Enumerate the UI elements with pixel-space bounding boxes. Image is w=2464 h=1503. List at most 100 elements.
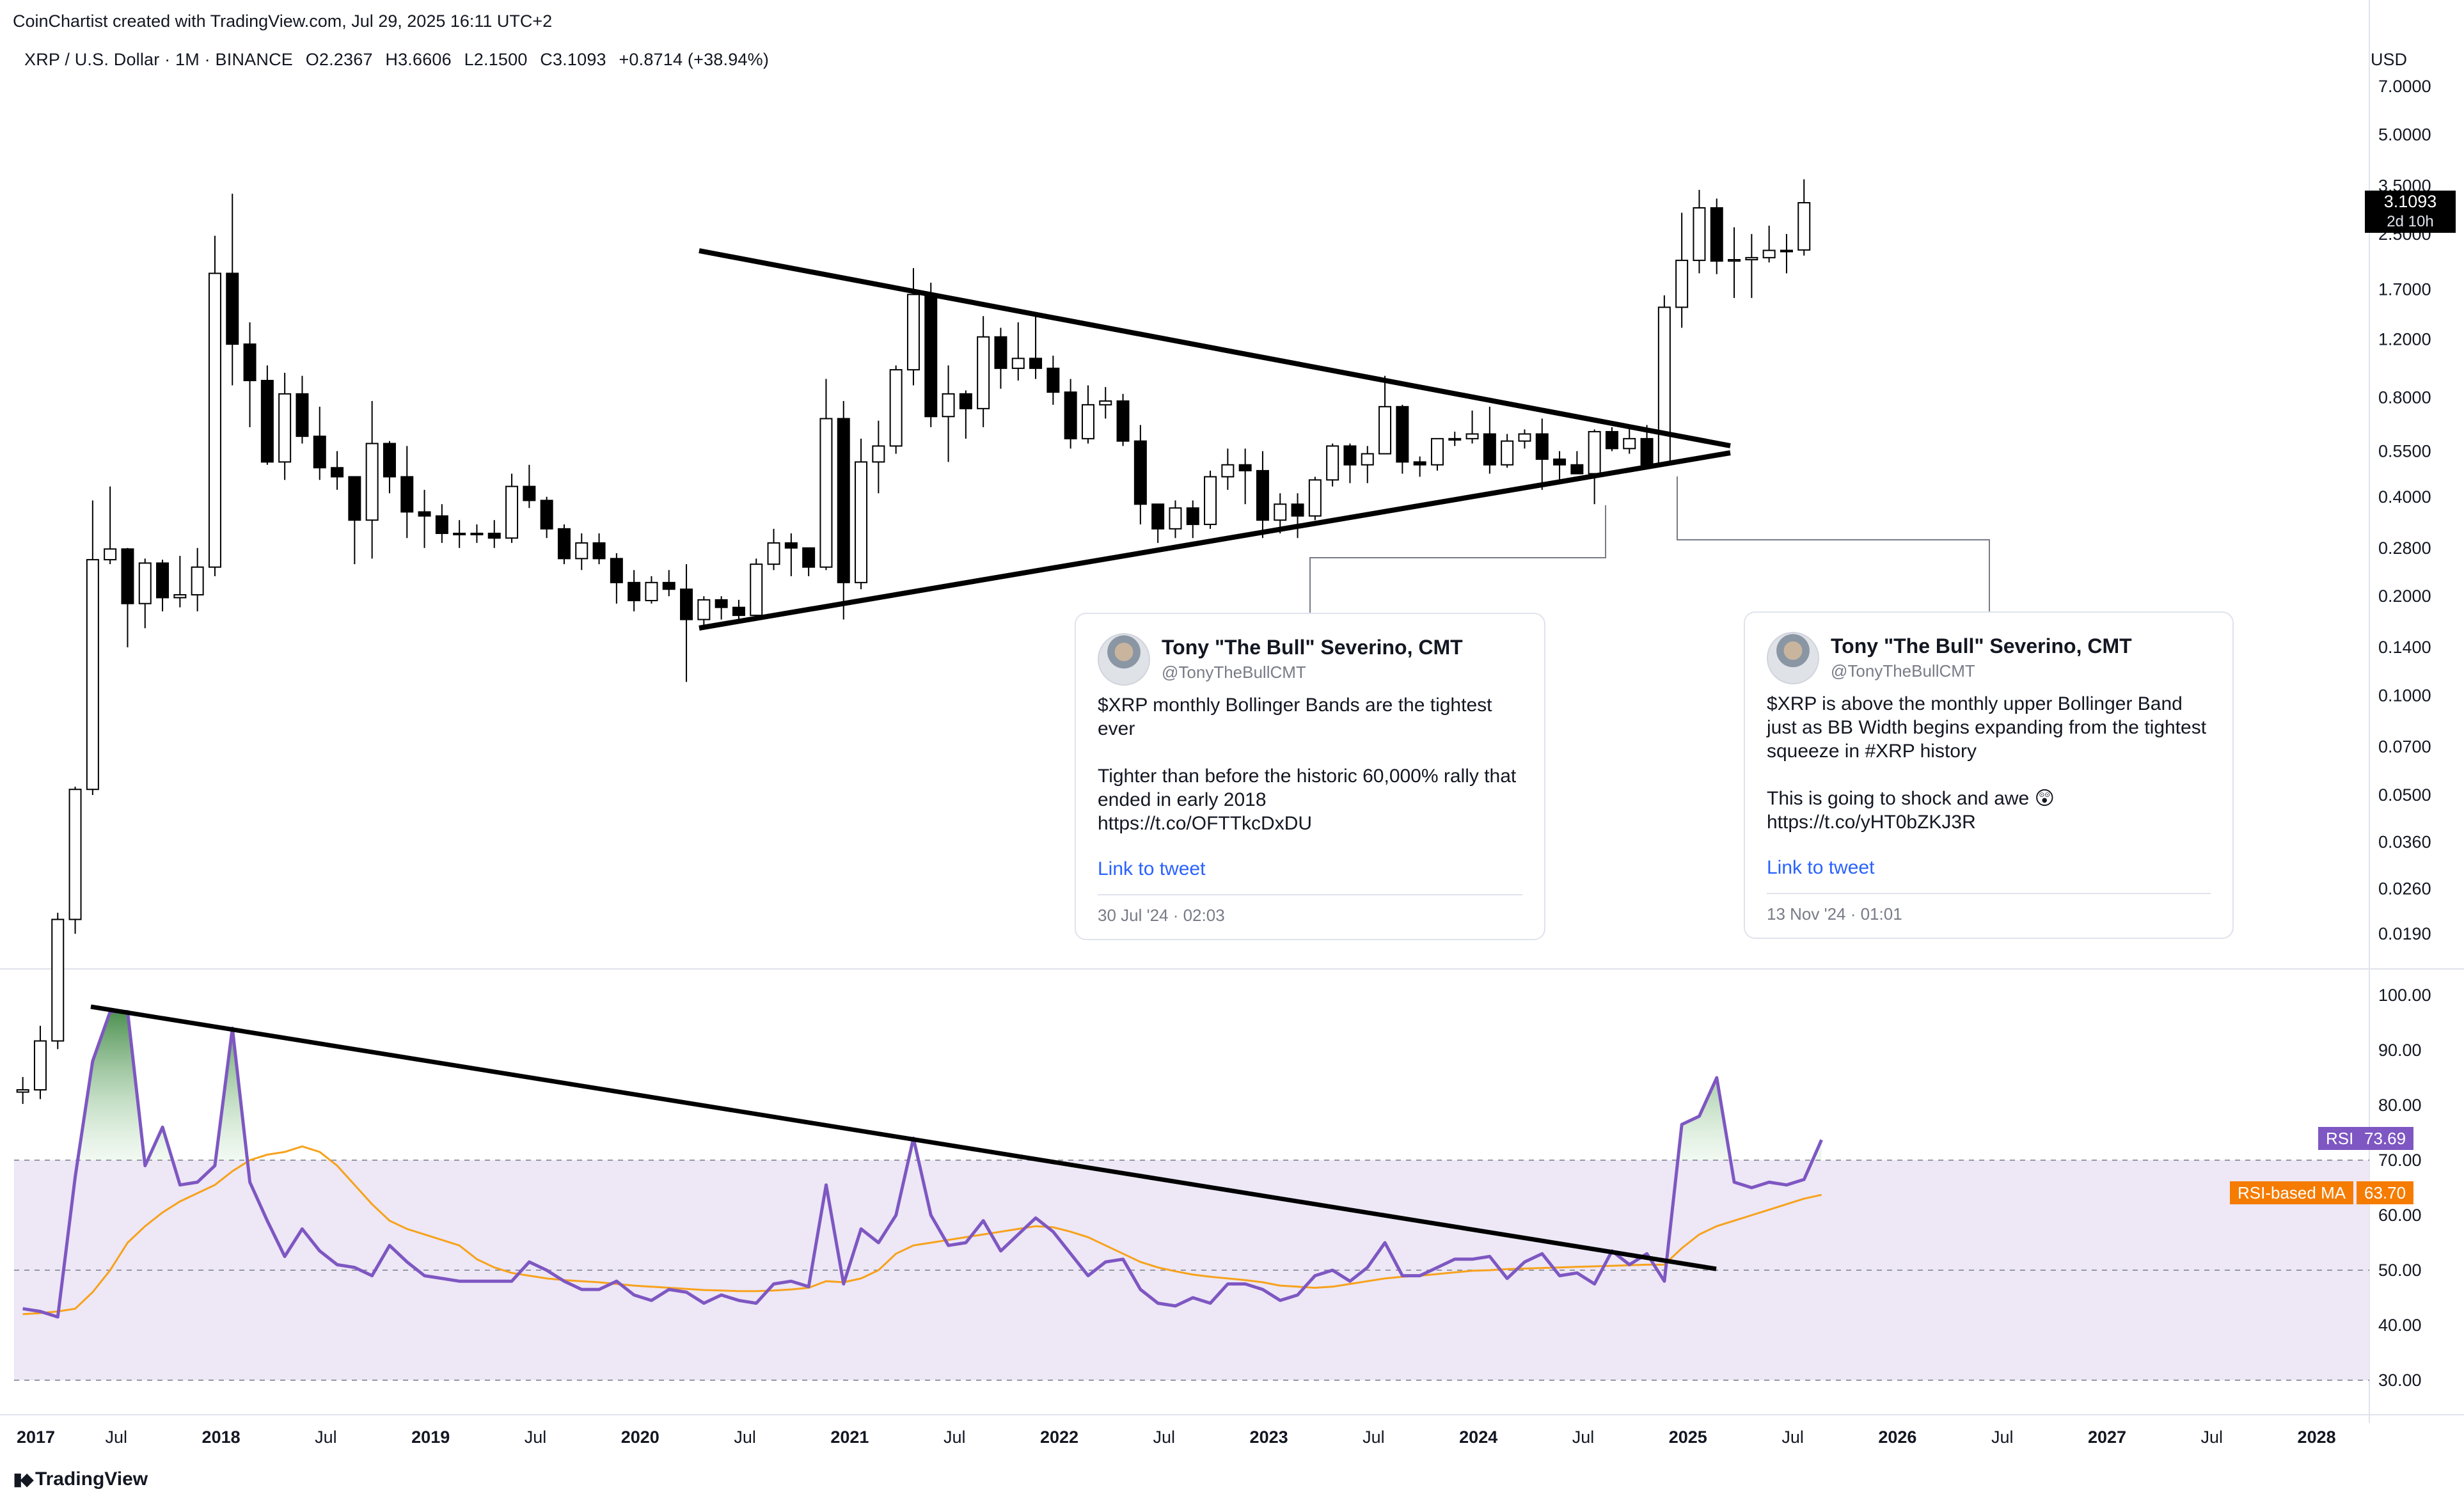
- time-tick-label: 2026: [1878, 1428, 1916, 1447]
- tweet-link[interactable]: Link to tweet: [1767, 857, 1875, 878]
- ohlc-change: +0.8714 (+38.94%): [619, 50, 770, 69]
- candle-body: [1448, 437, 1462, 441]
- tweet-author-handle: @TonyTheBullCMT: [1162, 663, 1306, 682]
- candle-body: [1780, 249, 1793, 253]
- time-tick-label: 2018: [202, 1428, 241, 1447]
- price-tick-label: 0.8000: [2378, 388, 2431, 407]
- candle-body: [610, 558, 623, 583]
- candle-body: [1186, 507, 1199, 525]
- chart-attribution: CoinChartist created with TradingView.co…: [13, 12, 553, 31]
- rsi-line: [22, 1010, 1823, 1319]
- tweet-card-2[interactable]: Tony "The Bull" Severino, CMT @TonyTheBu…: [1744, 611, 2234, 939]
- candle-body: [51, 918, 65, 1042]
- author-avatar: [1098, 633, 1150, 686]
- tweet-date: 13 Nov '24 · 01:01: [1767, 904, 1902, 924]
- time-tick-label: 2022: [1040, 1428, 1078, 1447]
- candle-body: [872, 445, 885, 463]
- candle-countdown: 2d 10h: [2387, 213, 2434, 230]
- last-price-tag: 3.1093 2d 10h: [2365, 191, 2456, 233]
- price-tick-label: 5.0000: [2378, 125, 2431, 144]
- symbol-name[interactable]: XRP / U.S. Dollar · 1M · BINANCE: [24, 50, 293, 69]
- candle-body: [121, 548, 134, 604]
- candle-body: [1378, 405, 1392, 455]
- candle-body: [487, 532, 501, 539]
- candle-body: [959, 393, 972, 409]
- candle-body: [750, 563, 763, 617]
- rsi-tick-label: 30.00: [2378, 1371, 2422, 1390]
- candle-body: [1745, 256, 1758, 261]
- candle-body: [418, 511, 431, 517]
- tradingview-logo[interactable]: ▮◆ TradingView: [13, 1468, 148, 1490]
- author-avatar: [1767, 632, 1819, 684]
- candle-body: [837, 418, 850, 583]
- candle-body: [1099, 400, 1112, 405]
- ohlc-close: C3.1093: [540, 50, 606, 69]
- tweet-author-name: Tony "The Bull" Severino, CMT: [1831, 634, 2132, 657]
- price-tick-label: 0.2000: [2378, 586, 2431, 606]
- candle-body: [296, 393, 309, 437]
- time-tick-label: Jul: [1362, 1428, 1385, 1447]
- rsi-tick-label: 50.00: [2378, 1261, 2422, 1280]
- symbol-info-bar[interactable]: XRP / U.S. Dollar · 1M · BINANCE O2.2367…: [24, 50, 777, 70]
- candle-body: [1623, 437, 1636, 450]
- candle-body: [1326, 445, 1339, 481]
- candle-body: [68, 789, 82, 920]
- candle-body: [16, 1089, 29, 1093]
- candle-body: [1343, 445, 1357, 466]
- candle-body: [1011, 358, 1025, 369]
- candle-body: [1640, 437, 1654, 466]
- candle-body: [715, 599, 728, 608]
- time-tick-label: 2017: [17, 1428, 55, 1447]
- candle-body: [33, 1040, 47, 1090]
- candle-body: [1762, 249, 1776, 258]
- candle-body: [855, 461, 868, 583]
- triangle-lower-trendline: [699, 450, 1731, 631]
- candle-body: [1291, 503, 1304, 517]
- candle-body: [1204, 476, 1217, 525]
- rsi-tick-label: 40.00: [2378, 1316, 2422, 1335]
- price-tick-label: 1.7000: [2378, 279, 2431, 299]
- currency-label[interactable]: USD: [2371, 50, 2408, 69]
- tweet-card-1[interactable]: Tony "The Bull" Severino, CMT @TonyTheBu…: [1075, 613, 1545, 940]
- price-tick-label: 0.5500: [2378, 441, 2431, 460]
- candle-body: [1396, 405, 1409, 463]
- time-tick-label: 2027: [2088, 1428, 2126, 1447]
- tweet-link[interactable]: Link to tweet: [1098, 858, 1206, 879]
- candle-body: [505, 485, 519, 539]
- price-tick-label: 0.0360: [2378, 833, 2431, 852]
- time-tick-label: Jul: [944, 1428, 966, 1447]
- candle-body: [1588, 430, 1601, 475]
- candle-body: [1728, 259, 1741, 262]
- candle-body: [226, 272, 239, 345]
- price-tick-label: 1.2000: [2378, 329, 2431, 349]
- rsi-ma-value-tag: 63.70: [2357, 1181, 2414, 1204]
- candle-body: [1274, 503, 1287, 521]
- candle-body: [86, 559, 99, 791]
- price-tick-label: 0.0190: [2378, 924, 2431, 943]
- candle-body: [1605, 430, 1618, 450]
- candle-body: [1518, 433, 1531, 442]
- candle-body: [1570, 464, 1584, 475]
- candle-body: [924, 294, 938, 418]
- candle-body: [889, 369, 903, 447]
- rsi-ma-line: [22, 1145, 1822, 1316]
- time-tick-label: Jul: [315, 1428, 337, 1447]
- price-tick-label: 0.2800: [2378, 539, 2431, 558]
- candle-body: [348, 476, 361, 521]
- candle-body: [1413, 461, 1426, 466]
- candle-body: [1029, 358, 1043, 369]
- candle-body: [662, 581, 675, 590]
- tweet-divider: [1767, 893, 2211, 894]
- rsi-tick-label: 90.00: [2378, 1041, 2422, 1060]
- candle-body: [1116, 400, 1130, 442]
- tweet-date: 30 Jul '24 · 02:03: [1098, 906, 1225, 925]
- time-tick-label: 2019: [411, 1428, 450, 1447]
- candle-body: [1238, 464, 1252, 471]
- candle-body: [1169, 507, 1182, 530]
- candle-body: [628, 581, 641, 602]
- candle-body: [994, 336, 1007, 369]
- candle-body: [104, 548, 117, 561]
- candle-body: [173, 594, 187, 599]
- rsi-tick-label: 80.00: [2378, 1096, 2422, 1115]
